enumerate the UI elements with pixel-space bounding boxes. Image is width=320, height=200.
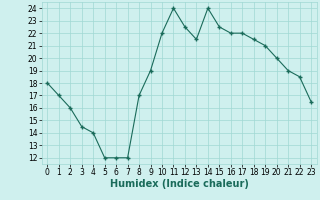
X-axis label: Humidex (Indice chaleur): Humidex (Indice chaleur) <box>110 179 249 189</box>
